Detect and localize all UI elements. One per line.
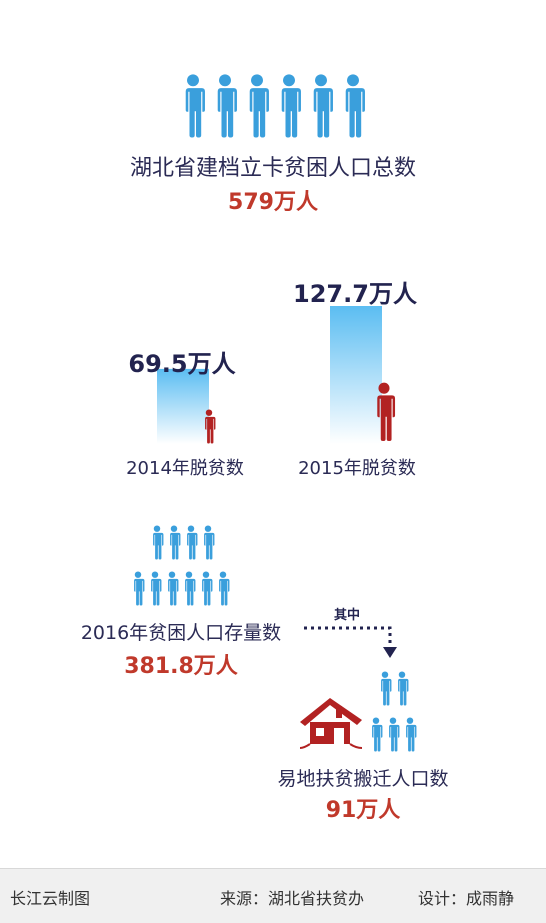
relocation-value: 91万人	[325, 798, 401, 823]
person-icon	[150, 571, 162, 606]
bar-2014	[157, 368, 209, 444]
person-icon	[152, 525, 164, 560]
person-icon	[203, 525, 215, 560]
person-icon	[216, 74, 237, 138]
stock-label: 2016年贫困人口存量数	[80, 622, 282, 644]
relocation-label: 易地扶贫搬迁人口数	[277, 768, 449, 790]
connector-label: 其中	[334, 608, 361, 623]
footer-bar: 长江云制图 来源：湖北省扶贫办 设计：成雨静	[0, 868, 546, 923]
stock-value: 381.8万人	[124, 654, 238, 679]
person-icon	[248, 74, 269, 138]
person-icon	[280, 74, 301, 138]
person-icon	[201, 571, 213, 606]
bar-category-2015: 2015年脱贫数	[298, 458, 416, 479]
person-icon	[186, 525, 198, 560]
header-title: 湖北省建档立卡贫困人口总数	[129, 156, 416, 181]
person-icon	[312, 74, 333, 138]
bar-value-label-2014: 69.5万人	[128, 350, 236, 378]
footer-design: 设计：成雨静	[418, 889, 515, 908]
bar-value-label-2015: 127.7万人	[293, 280, 417, 308]
house-icon	[299, 698, 363, 749]
header-total: 579万人	[228, 190, 318, 215]
person-icon	[218, 571, 230, 606]
person-icon	[184, 74, 205, 138]
person-icon	[397, 671, 409, 706]
bar-2015	[330, 306, 382, 444]
person-icon	[167, 571, 179, 606]
footer-brand: 长江云制图	[10, 889, 91, 908]
connector-arrow	[304, 626, 397, 658]
person-icon	[169, 525, 181, 560]
person-icon	[133, 571, 145, 606]
person-icon	[405, 717, 417, 752]
footer-source: 来源：湖北省扶贫办	[220, 889, 365, 908]
bar-chart	[157, 306, 396, 444]
person-icon	[380, 671, 392, 706]
person-icon	[388, 717, 400, 752]
person-icon	[371, 717, 383, 752]
bar-category-2014: 2014年脱贫数	[126, 458, 244, 479]
person-icon	[344, 74, 365, 138]
arrow-down-icon	[383, 647, 397, 658]
person-icon	[184, 571, 196, 606]
